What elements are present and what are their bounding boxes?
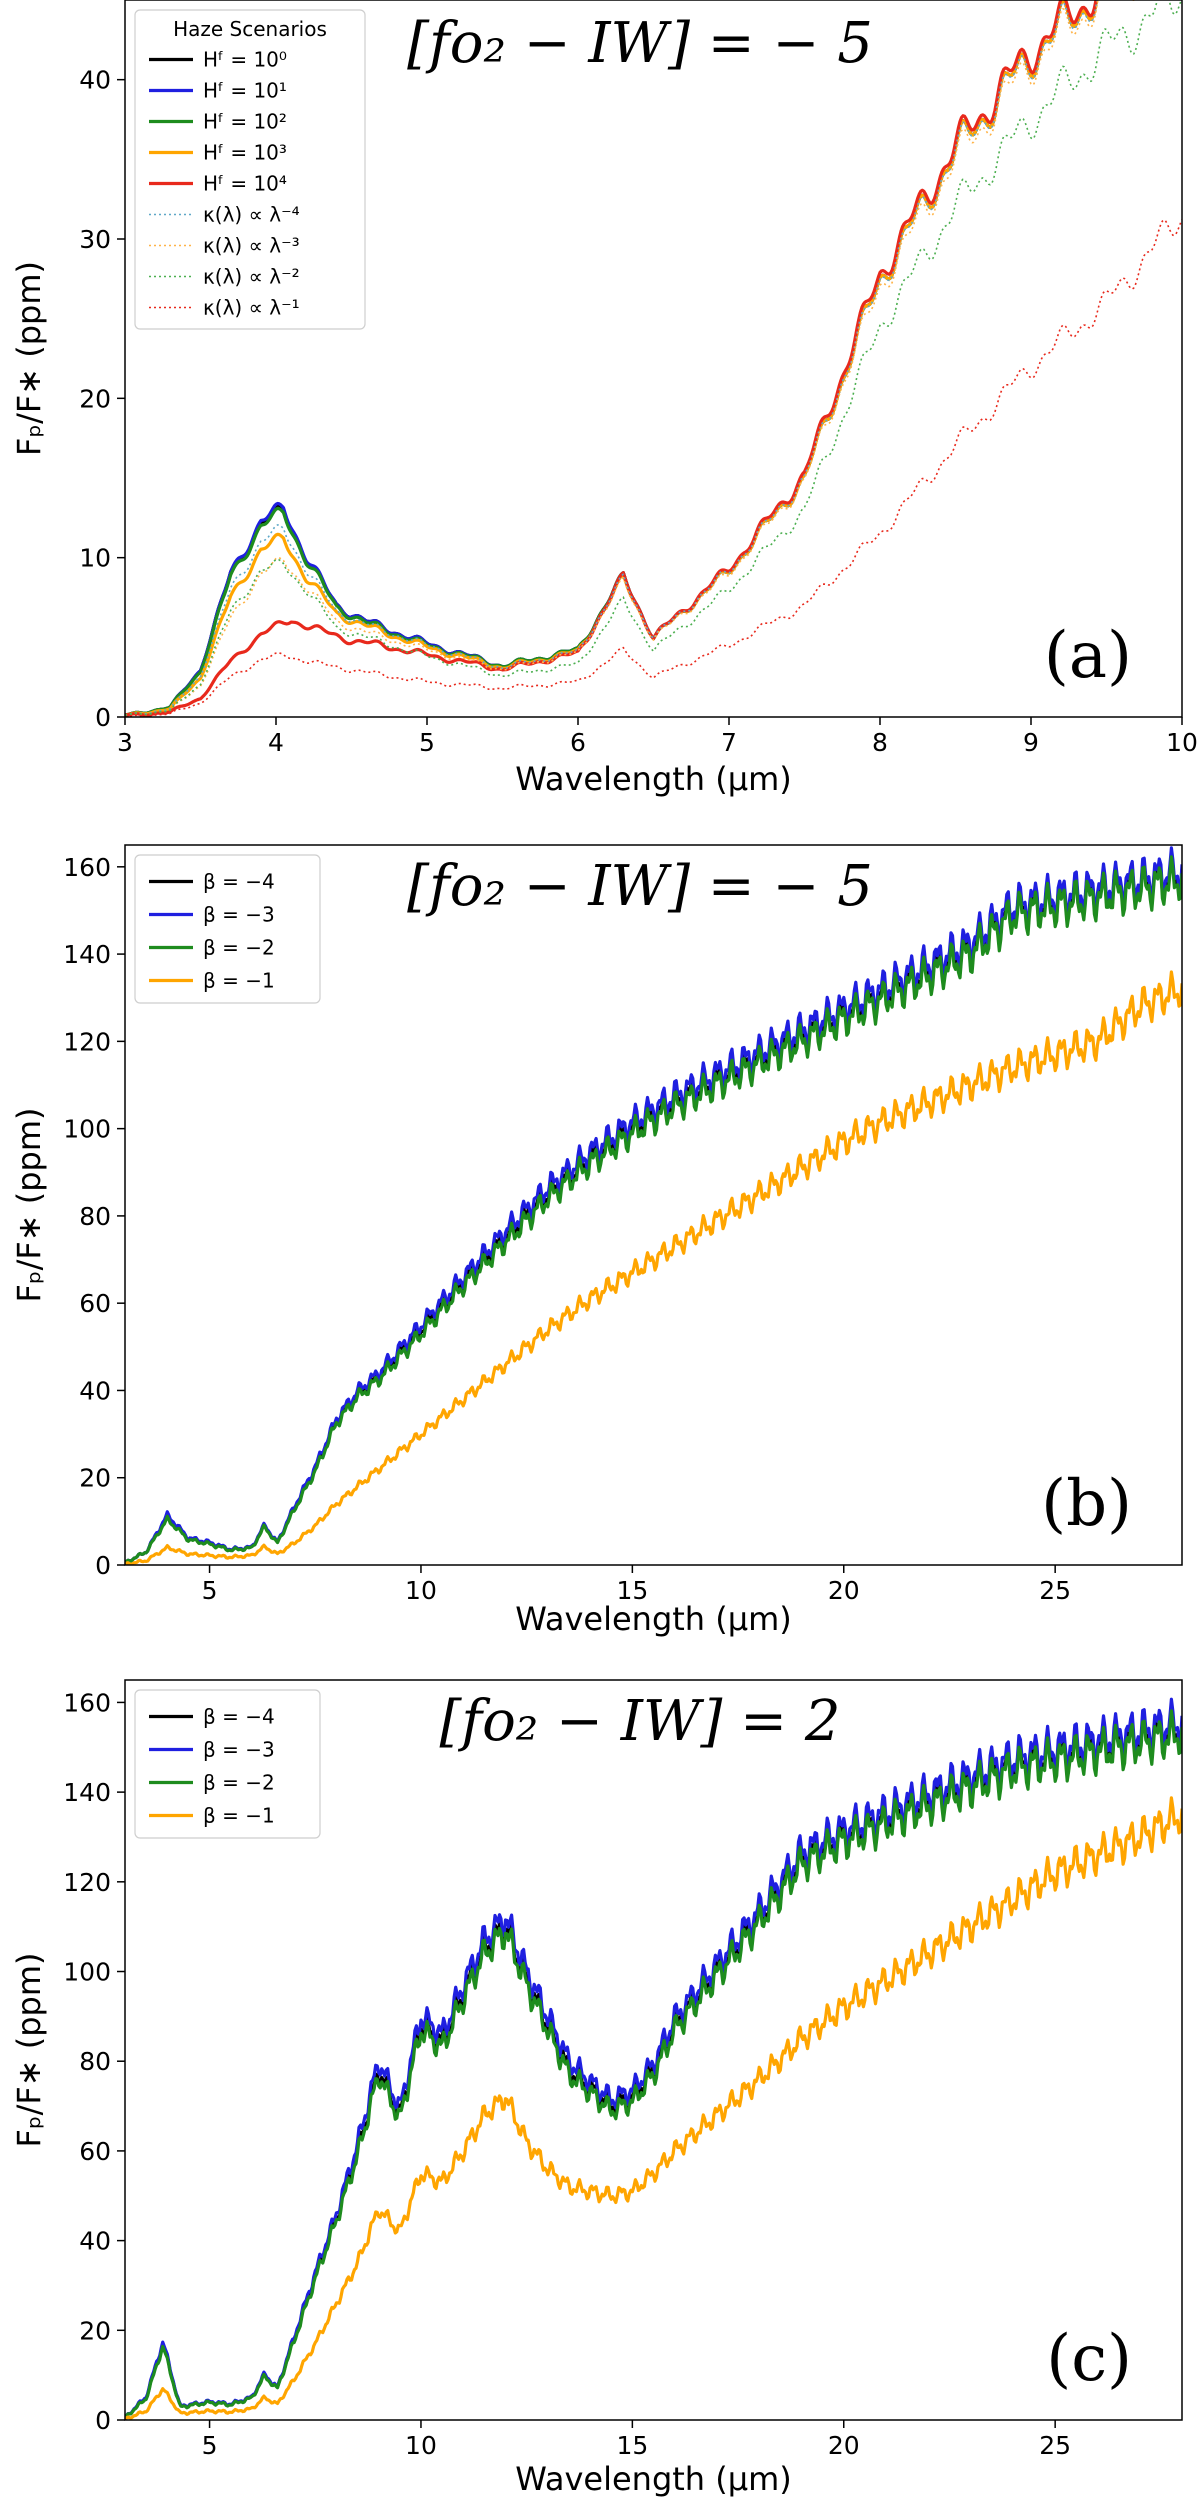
x-tick-label-a-4: 7 [721,728,737,757]
legend-label-b-1: β = −3 [203,903,275,927]
legend-label-a-6: κ(λ) ∝ λ⁻³ [203,234,300,258]
x-tick-label-c-3: 20 [828,2431,860,2460]
series-line-a-7 [125,0,1182,716]
y-tick-label-c-3: 60 [79,2137,111,2166]
y-tick-label-c-5: 100 [63,1958,111,1987]
x-tick-label-c-2: 15 [616,2431,648,2460]
series-line-a-4 [125,0,1098,717]
y-tick-label-c-0: 0 [95,2406,111,2435]
legend-box-c [134,1689,321,1839]
legend-label-a-3: Hᶠ = 10³ [203,141,287,165]
y-tick-label-b-1: 20 [79,1464,111,1493]
series-line-b-2 [125,855,1182,1564]
series-line-c-3 [125,1796,1182,2420]
x-tick-label-b-2: 15 [616,1576,648,1605]
x-tick-label-c-4: 25 [1039,2431,1071,2460]
chart-c: 5 10 15 20 25 0 20 40 60 80 100 120 140 160 Wavelength… [10,1679,1183,2498]
x-tick-label-b-0: 5 [202,1576,218,1605]
x-tick-label-b-3: 20 [828,1576,860,1605]
panel-label-b: (b) [1041,1467,1132,1541]
chart-title-c: [fo₂ − IW] = 2 [440,1689,841,1754]
y-tick-label-a-4: 40 [79,66,111,95]
y-tick-label-b-2: 40 [79,1376,111,1405]
y-tick-label-b-5: 100 [63,1115,111,1144]
series-group-c [125,1697,1182,2420]
legend-label-b-0: β = −4 [203,870,275,894]
legend-label-a-1: Hᶠ = 10¹ [203,79,287,103]
x-tick-label-c-0: 5 [202,2431,218,2460]
legend-label-a-4: Hᶠ = 10⁴ [203,172,287,196]
y-tick-label-b-7: 140 [63,940,111,969]
chart-a: 3 4 5 6 7 8 9 10 0 10 20 30 40 Wavelength (μm) Fₚ/F∗ (… [10,0,1198,798]
legend-label-b-2: β = −2 [203,936,275,960]
x-axis-label-b: Wavelength (μm) [515,1600,792,1638]
y-tick-label-c-2: 40 [79,2227,111,2256]
plot-frame-b [124,844,1183,1566]
panel-label-a: (a) [1044,619,1132,693]
legend-label-c-1: β = −3 [203,1738,275,1762]
y-axis-label-c: Fₚ/F∗ (ppm) [10,1952,48,2147]
legend-box-b [134,854,321,1004]
y-tick-label-a-2: 20 [79,384,111,413]
legend-label-c-2: β = −2 [203,1771,275,1795]
series-group-a [125,0,1182,717]
panel-label-c: (c) [1046,2322,1132,2396]
panel-a: 3 4 5 6 7 8 9 10 0 10 20 30 40 Wavelength (μm) Fₚ/F∗ (… [0,0,1200,810]
y-tick-label-a-3: 30 [79,225,111,254]
plot-frame-c [124,1679,1183,2421]
y-tick-label-c-1: 20 [79,2316,111,2345]
legend-label-c-0: β = −4 [203,1705,275,1729]
panel-c: 5 10 15 20 25 0 20 40 60 80 100 120 140 160 Wavelength… [0,1665,1200,2500]
y-tick-label-a-0: 0 [95,703,111,732]
y-tick-label-a-1: 10 [79,544,111,573]
series-line-a-5 [125,0,1098,716]
y-tick-label-b-8: 160 [63,853,111,882]
y-tick-label-c-6: 120 [63,1868,111,1897]
x-tick-label-a-2: 5 [419,728,435,757]
x-axis-label-c: Wavelength (μm) [515,2460,792,2498]
x-tick-label-c-1: 10 [405,2431,437,2460]
legend-label-a-7: κ(λ) ∝ λ⁻² [203,265,300,289]
y-tick-label-c-8: 160 [63,1688,111,1717]
x-axis-label-a: Wavelength (μm) [515,760,792,798]
chart-title-b: [fo₂ − IW] = − 5 [407,854,873,919]
x-tick-label-a-1: 4 [268,728,284,757]
y-axis-label-b: Fₚ/F∗ (ppm) [10,1107,48,1302]
y-tick-label-c-7: 140 [63,1778,111,1807]
legend-label-a-5: κ(λ) ∝ λ⁻⁴ [203,203,300,227]
x-tick-label-a-0: 3 [117,728,133,757]
legend-label-a-2: Hᶠ = 10² [203,110,287,134]
y-tick-label-c-4: 80 [79,2047,111,2076]
legend-label-b-3: β = −1 [203,969,275,993]
series-group-b [125,846,1182,1565]
x-tick-label-a-3: 6 [570,728,586,757]
series-line-c-2 [125,1709,1182,2419]
x-tick-label-a-6: 9 [1023,728,1039,757]
legend-label-a-0: Hᶠ = 10⁰ [203,48,287,72]
x-tick-label-a-5: 8 [872,728,888,757]
y-tick-label-b-3: 60 [79,1289,111,1318]
y-axis-label-a: Fₚ/F∗ (ppm) [10,261,48,456]
legend-label-c-3: β = −1 [203,1804,275,1828]
x-tick-label-b-1: 10 [405,1576,437,1605]
legend-label-a-8: κ(λ) ∝ λ⁻¹ [203,296,300,320]
chart-b: 5 10 15 20 25 0 20 40 60 80 100 120 140 160 Wavelength… [10,844,1183,1638]
x-tick-label-b-4: 25 [1039,1576,1071,1605]
panel-b: 5 10 15 20 25 0 20 40 60 80 100 120 140 160 Wavelength… [0,830,1200,1640]
legend-title-a: Haze Scenarios [173,17,327,41]
series-line-b-3 [125,970,1182,1565]
x-tick-label-a-7: 10 [1166,728,1198,757]
y-tick-label-b-0: 0 [95,1551,111,1580]
chart-title-a: [fo₂ − IW] = − 5 [407,11,873,76]
plot-frame-a [124,0,1183,718]
series-line-a-6 [125,0,1135,716]
y-tick-label-b-6: 120 [63,1027,111,1056]
y-tick-label-b-4: 80 [79,1202,111,1231]
